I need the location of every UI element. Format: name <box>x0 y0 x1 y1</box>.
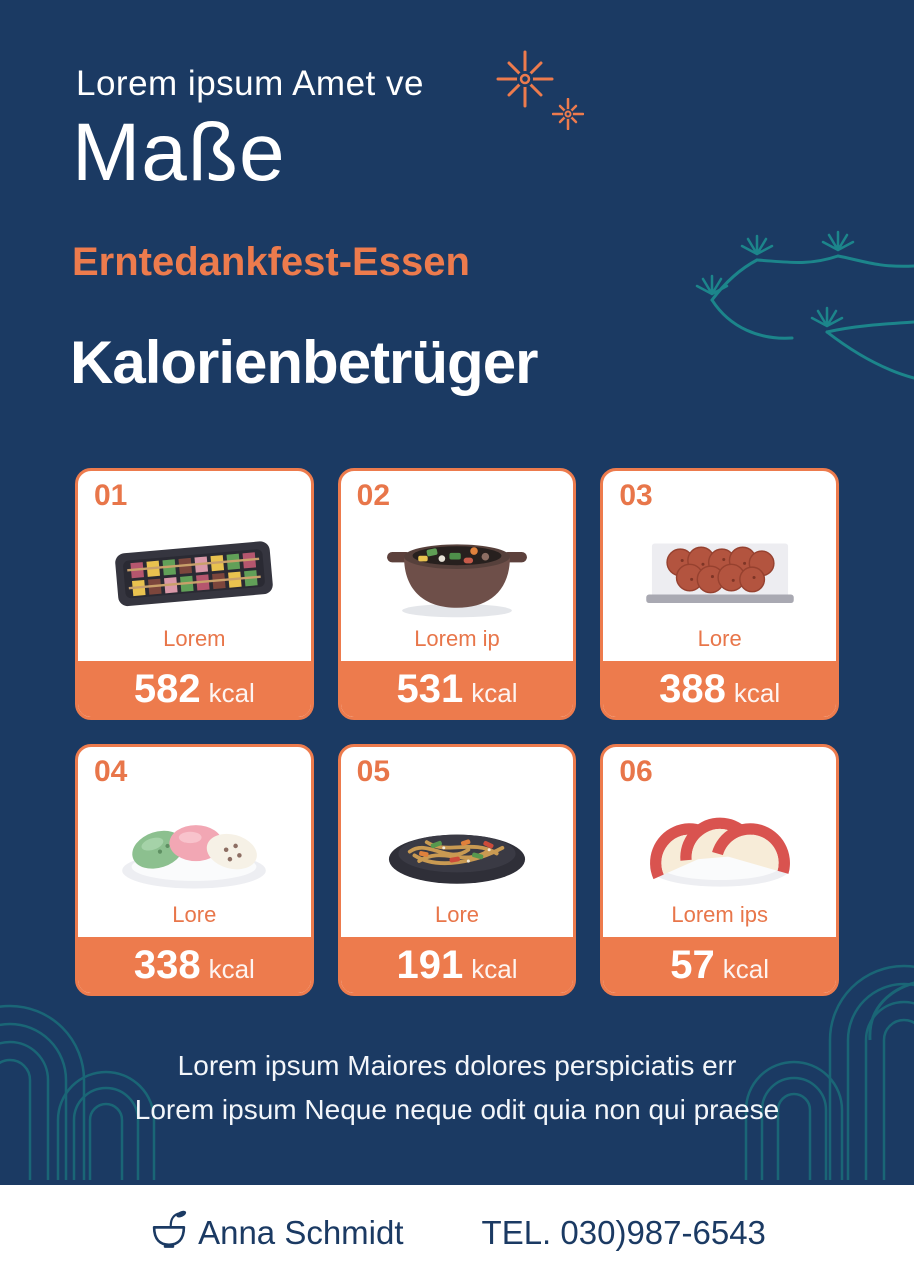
card-number: 06 <box>619 755 653 788</box>
food-card-3: 03 Lore 388 kcal <box>600 468 839 720</box>
description-line-2: Lorem ipsum Neque neque odit quia non qu… <box>134 1094 780 1125</box>
header-tagline: Erntedankfest-Essen <box>72 240 470 284</box>
food-card-2: 02 Lorem ip 531 kcal <box>337 468 577 720</box>
header-subtitle: Lorem ipsum Amet ve <box>76 64 424 103</box>
kcal-unit: kcal <box>722 954 770 984</box>
apple-slices-illustration <box>603 787 836 902</box>
kcal-bar: 531 kcal <box>340 661 574 717</box>
kcal-bar: 57 kcal <box>603 937 836 993</box>
card-label: Lore <box>697 626 742 651</box>
card-label: Lore <box>434 902 480 927</box>
page-title: Maße <box>72 107 286 198</box>
kcal-bar: 388 kcal <box>603 661 836 717</box>
kcal-unit: kcal <box>208 954 255 984</box>
rice-cakes-illustration <box>78 787 311 902</box>
author-name: Anna Schmidt <box>198 1213 404 1251</box>
card-label: Lore <box>172 902 217 927</box>
sparkle-small-icon <box>551 97 585 135</box>
corner-arcs-left-decoration <box>0 980 176 1185</box>
kcal-unit: kcal <box>208 678 255 708</box>
main-heading: Kalorienbetrüger <box>70 329 538 396</box>
phone-number: TEL. 030)987-6543 <box>481 1213 766 1251</box>
description-line-1: Lorem ipsum Maiores dolores perspiciatis… <box>177 1050 737 1081</box>
bowl-icon <box>148 1208 190 1258</box>
kcal-value: 582 <box>133 667 201 711</box>
grilled-skewers-illustration <box>78 511 311 626</box>
kcal-unit: kcal <box>471 678 518 708</box>
stew-pot-illustration <box>341 511 574 626</box>
stir-fried-noodles-illustration <box>341 787 574 902</box>
card-label: Lorem <box>163 626 226 651</box>
kcal-value: 191 <box>396 943 464 987</box>
food-card-5: 05 <box>337 744 577 996</box>
card-number: 01 <box>94 479 128 512</box>
card-number: 05 <box>356 755 391 788</box>
food-card-4: 04 Lore 338 kcal <box>75 744 314 996</box>
kcal-unit: kcal <box>471 954 518 984</box>
sparkle-icon <box>496 50 554 113</box>
card-label: Lorem ips <box>671 902 768 927</box>
kcal-value: 57 <box>670 943 715 987</box>
food-card-6: 06 Lorem ips <box>600 744 839 996</box>
kcal-bar: 338 kcal <box>78 937 311 993</box>
food-card-1: 01 <box>75 468 314 720</box>
pine-branch-decoration <box>668 226 914 421</box>
kcal-value: 531 <box>396 667 464 711</box>
card-label: Lorem ip <box>414 626 500 651</box>
meat-patties-illustration <box>603 511 836 626</box>
card-number: 03 <box>619 479 653 512</box>
footer-bar: Anna Schmidt TEL. 030)987-6543 <box>0 1185 914 1280</box>
kcal-value: 388 <box>659 667 726 711</box>
description-text: Lorem ipsum Maiores dolores perspiciatis… <box>0 1044 914 1132</box>
kcal-value: 338 <box>133 943 201 987</box>
food-cards-grid: 01 <box>75 468 839 996</box>
card-number: 04 <box>94 755 128 788</box>
kcal-bar: 191 kcal <box>340 937 574 993</box>
kcal-unit: kcal <box>733 678 781 708</box>
author-block: Anna Schmidt <box>148 1208 404 1258</box>
kcal-bar: 582 kcal <box>78 661 311 717</box>
corner-arcs-right-decoration <box>738 920 914 1185</box>
card-number: 02 <box>356 479 391 512</box>
